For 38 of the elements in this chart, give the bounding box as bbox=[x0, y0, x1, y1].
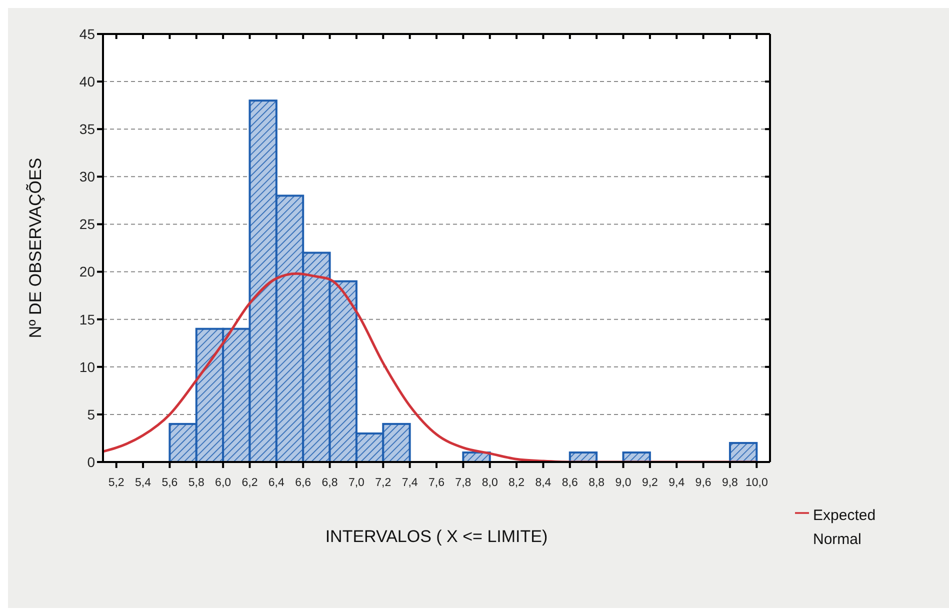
y-tick-label: 20 bbox=[79, 264, 96, 280]
x-tick-label: 6,0 bbox=[215, 477, 232, 489]
x-axis-title: INTERVALOS ( X <= LIMITE) bbox=[325, 527, 548, 546]
x-tick-label: 9,4 bbox=[668, 477, 686, 489]
x-tick-label: 5,2 bbox=[108, 477, 124, 489]
x-tick-label: 8,4 bbox=[535, 477, 552, 489]
y-tick-label: 5 bbox=[87, 406, 96, 422]
y-tick-label: 30 bbox=[79, 168, 96, 185]
x-tick-label: 6,6 bbox=[295, 477, 312, 489]
y-tick-label: 40 bbox=[79, 74, 96, 90]
x-tick-label: 7,0 bbox=[348, 477, 364, 489]
x-tick-label: 6,8 bbox=[322, 477, 338, 489]
x-tick-label: 7,4 bbox=[402, 477, 418, 489]
x-tick-label: 7,6 bbox=[428, 477, 444, 489]
x-tick-label: 9,0 bbox=[615, 477, 632, 489]
x-tick-label: 9,8 bbox=[722, 477, 738, 489]
x-tick-label: 8,6 bbox=[562, 477, 578, 489]
y-tick-label: 35 bbox=[79, 121, 96, 138]
x-tick-label: 6,4 bbox=[268, 477, 286, 489]
y-tick-label: 10 bbox=[79, 358, 96, 375]
x-tick-label: 9,2 bbox=[642, 477, 658, 489]
x-tick-label: 5,6 bbox=[162, 477, 178, 489]
legend-label: Expected Normal bbox=[813, 506, 877, 550]
x-tick-label: 7,2 bbox=[375, 477, 392, 489]
y-tick-label: 0 bbox=[87, 454, 96, 470]
x-tick-label: 5,4 bbox=[135, 477, 152, 489]
y-tick-label: 45 bbox=[79, 26, 96, 42]
y-tick-label: 15 bbox=[79, 311, 96, 328]
x-tick-label: 8,2 bbox=[508, 477, 525, 489]
y-tick-label: 25 bbox=[79, 216, 96, 232]
x-tick-label: 9,6 bbox=[695, 477, 712, 489]
y-axis-title: Nº DE OBSERVAÇÕES bbox=[26, 158, 46, 338]
x-tick-label: 7,8 bbox=[455, 477, 472, 489]
x-tick-label: 6,2 bbox=[242, 477, 258, 489]
x-tick-label: 8,0 bbox=[482, 477, 498, 489]
x-tick-label: 10,0 bbox=[745, 477, 768, 489]
x-tick-label: 8,8 bbox=[588, 477, 605, 489]
x-tick-label: 5,8 bbox=[188, 477, 204, 489]
